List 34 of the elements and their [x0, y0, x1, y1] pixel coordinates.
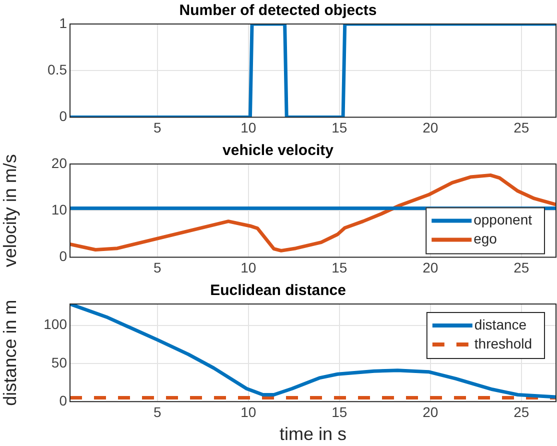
x-tick-label: 15	[332, 119, 348, 136]
x-tick-label: 10	[240, 119, 256, 136]
legend-label: threshold	[474, 335, 532, 352]
x-tick-label: 25	[514, 404, 530, 420]
y-tick-label: 0.5	[48, 61, 68, 78]
legend-label: ego	[474, 230, 498, 247]
chart-title: Number of detected objects	[179, 2, 377, 20]
x-tick-label: 10	[240, 259, 256, 276]
y-tick-label: 50	[51, 354, 68, 370]
y-tick-label: 20	[51, 154, 68, 171]
x-axis-title: time in s	[279, 424, 347, 444]
y-tick-label: 100	[44, 316, 68, 332]
x-tick-label: 20	[422, 259, 438, 276]
x-tick-label: 10	[240, 404, 256, 420]
y-axis-title: velocity in m/s	[0, 154, 20, 268]
x-tick-label: 15	[332, 259, 348, 276]
y-tick-label: 10	[51, 201, 68, 218]
x-tick-label: 5	[153, 259, 162, 276]
y-axis-title: distance in m	[0, 300, 20, 406]
x-tick-label: 25	[514, 259, 530, 276]
x-tick-label: 15	[332, 404, 348, 420]
chart-title: Euclidean distance	[210, 282, 346, 300]
x-tick-label: 20	[422, 404, 438, 420]
legend-label: opponent	[474, 212, 532, 228]
x-tick-label: 20	[422, 119, 438, 136]
x-tick-label: 25	[514, 119, 530, 136]
y-tick-label: 0	[59, 108, 68, 124]
legend-label: distance	[474, 316, 527, 332]
x-tick-label: 5	[153, 404, 162, 420]
x-tick-label: 5	[153, 119, 162, 136]
y-tick-label: 0	[59, 392, 68, 408]
y-tick-label: 0	[59, 248, 68, 264]
y-tick-label: 1	[59, 14, 68, 31]
chart-title: vehicle velocity	[222, 142, 334, 160]
